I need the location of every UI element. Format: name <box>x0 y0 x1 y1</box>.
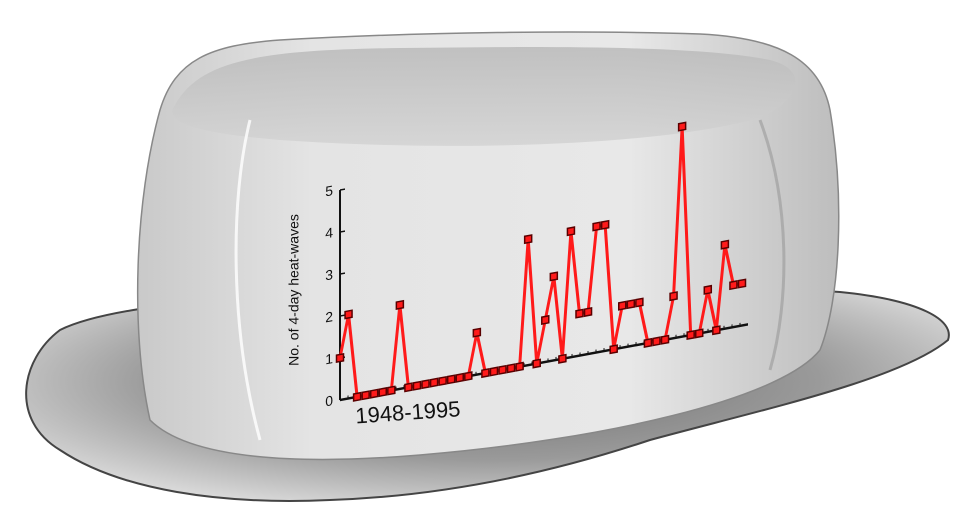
y-tick-label: 5 <box>325 182 333 199</box>
data-point <box>446 374 456 385</box>
data-point <box>609 344 618 355</box>
data-point <box>592 221 601 232</box>
data-point <box>643 337 653 348</box>
data-point <box>489 366 499 377</box>
y-tick-label: 3 <box>325 266 333 283</box>
data-point <box>523 234 533 245</box>
data-point <box>472 327 482 338</box>
y-tick <box>340 314 345 317</box>
data-point <box>421 379 430 390</box>
data-point <box>686 329 695 341</box>
data-point <box>618 300 627 311</box>
data-point <box>566 226 576 237</box>
data-point <box>438 375 447 387</box>
data-point <box>344 309 353 320</box>
plot-area: 0 1 2 3 4 5 <box>325 121 748 409</box>
ice-illustration <box>25 31 950 502</box>
data-point <box>575 308 584 319</box>
y-tick-label: 2 <box>325 308 333 325</box>
data-point <box>395 299 405 310</box>
data-point <box>369 388 379 399</box>
data-point <box>498 364 507 375</box>
data-point <box>729 280 738 291</box>
data-line <box>338 125 742 399</box>
data-point <box>429 377 439 388</box>
data-point <box>378 387 388 398</box>
y-tick <box>340 272 345 275</box>
data-point <box>404 382 413 393</box>
data-point <box>387 385 396 396</box>
data-point <box>720 239 730 250</box>
data-point <box>532 358 541 369</box>
y-tick-label: 1 <box>325 350 333 367</box>
data-point <box>352 391 362 402</box>
data-point <box>677 121 687 132</box>
data-point <box>335 352 345 364</box>
data-point <box>506 363 516 374</box>
data-point <box>515 361 524 372</box>
y-tick <box>340 230 345 233</box>
data-point <box>541 314 550 325</box>
y-tick <box>340 398 345 401</box>
data-point <box>412 380 422 391</box>
data-point <box>481 368 490 379</box>
data-point <box>737 278 747 289</box>
data-point <box>712 325 721 336</box>
y-tick-label: 4 <box>325 224 333 241</box>
y-tick-label: 0 <box>325 392 333 409</box>
data-point <box>652 336 661 347</box>
y-tick <box>340 188 345 191</box>
data-point <box>703 284 713 295</box>
data-point <box>583 306 593 318</box>
data-point <box>558 353 567 364</box>
data-point <box>549 271 559 282</box>
data-point <box>361 390 370 401</box>
data-point <box>464 371 473 382</box>
data-point <box>600 219 610 230</box>
y-axis-label: No. of 4-day heat-waves <box>286 214 302 366</box>
data-point <box>626 299 636 310</box>
data-point <box>455 372 464 383</box>
data-point <box>694 328 704 339</box>
data-point <box>669 291 678 302</box>
data-point <box>635 297 644 308</box>
data-point <box>660 334 670 345</box>
